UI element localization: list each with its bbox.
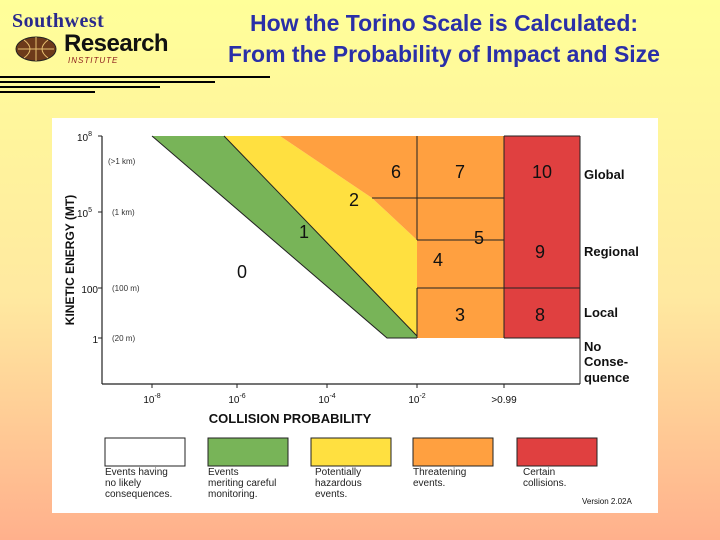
consequence-local: Local xyxy=(584,305,618,320)
size-label: (20 m) xyxy=(112,334,135,343)
legend-text: meriting careful xyxy=(208,478,276,489)
legend-swatch-yellow xyxy=(310,437,392,467)
consequence-global: Global xyxy=(584,167,624,182)
legend-text: events. xyxy=(315,489,347,500)
region-label-10: 10 xyxy=(532,162,552,182)
size-label: (>1 km) xyxy=(108,157,136,166)
y-tick-label: 105 xyxy=(77,207,92,220)
legend-text: Potentially xyxy=(315,467,361,478)
legend-text: monitoring. xyxy=(208,489,257,500)
logo-line-3: INSTITUTE xyxy=(68,56,119,65)
region-red xyxy=(504,136,580,338)
logo-globe-icon xyxy=(15,36,57,62)
title-line-1: How the Torino Scale is Calculated: xyxy=(249,10,639,36)
legend-text: hazardous xyxy=(315,478,362,489)
x-tick-label: 10-2 xyxy=(408,393,425,406)
logo-line-2: Research xyxy=(64,30,169,57)
swri-logo: Southwest Research INSTITUTE xyxy=(8,8,169,68)
legend-swatch-red xyxy=(516,437,598,467)
x-tick-label: 10-4 xyxy=(318,393,335,406)
logo-line-1: Southwest xyxy=(12,10,105,32)
size-label: (1 km) xyxy=(112,208,135,217)
region-orange xyxy=(280,136,504,288)
region-label-8: 8 xyxy=(535,305,545,325)
legend-text: no likely xyxy=(105,478,141,489)
consequence-labels: Global Regional Local No Conse- quence xyxy=(584,167,639,385)
x-tick-label: 10-8 xyxy=(143,393,160,406)
consequence-regional: Regional xyxy=(584,244,639,259)
consequence-none-1: No xyxy=(584,339,601,354)
x-axis-label: COLLISION PROBABILITY xyxy=(209,411,372,426)
region-label-3: 3 xyxy=(455,305,465,325)
decorative-rules xyxy=(0,76,270,93)
y-tick-label: 1 xyxy=(92,335,98,346)
torino-diagram-panel: KINETIC ENERGY (MT) 108 105 100 1 (>1 km… xyxy=(52,118,658,513)
region-label-0: 0 xyxy=(237,262,247,282)
legend-swatch-orange xyxy=(412,437,494,467)
legend: Events having no likely consequences. Ev… xyxy=(104,437,598,500)
legend-swatch-green xyxy=(207,437,289,467)
region-yellow xyxy=(224,136,504,338)
title-line-2: From the Probability of Impact and Size xyxy=(228,41,660,67)
axis-ticks xyxy=(98,135,505,388)
region-label-2: 2 xyxy=(349,190,359,210)
legend-text: Events xyxy=(208,467,239,478)
legend-text: Certain xyxy=(523,467,555,478)
y-tick-label: 100 xyxy=(81,285,98,296)
legend-text: events. xyxy=(413,478,445,489)
x-tick-label: 10-6 xyxy=(228,393,245,406)
consequence-none-2: Conse- xyxy=(584,354,628,369)
region-label-5: 5 xyxy=(474,228,484,248)
region-numbers: 0 1 2 3 4 5 6 7 10 9 8 xyxy=(237,162,552,325)
y-tick-label: 108 xyxy=(77,131,92,144)
legend-text: consequences. xyxy=(105,489,172,500)
consequence-none-3: quence xyxy=(584,370,630,385)
region-label-7: 7 xyxy=(455,162,465,182)
slide-title: How the Torino Scale is Calculated: From… xyxy=(170,8,718,70)
region-label-1: 1 xyxy=(299,222,309,242)
legend-text: Events having xyxy=(105,467,168,478)
legend-text: collisions. xyxy=(523,478,566,489)
legend-swatch-white xyxy=(104,437,186,467)
region-label-6: 6 xyxy=(391,162,401,182)
region-label-9: 9 xyxy=(535,242,545,262)
legend-text: Threatening xyxy=(413,467,466,478)
region-label-4: 4 xyxy=(433,250,443,270)
version-label: Version 2.02A xyxy=(582,497,632,506)
y-axis-label: KINETIC ENERGY (MT) xyxy=(63,195,77,325)
x-tick-label: >0.99 xyxy=(491,395,517,406)
region-orange-3 xyxy=(417,288,504,338)
torino-diagram: KINETIC ENERGY (MT) 108 105 100 1 (>1 km… xyxy=(63,131,639,506)
size-label: (100 m) xyxy=(112,284,140,293)
region-boundaries xyxy=(151,135,581,384)
